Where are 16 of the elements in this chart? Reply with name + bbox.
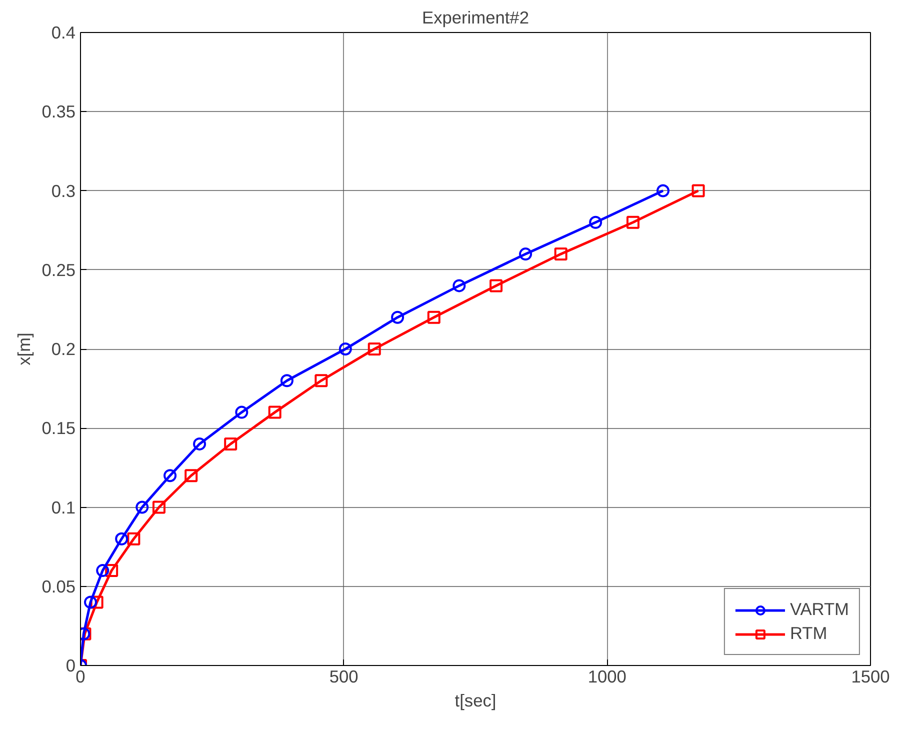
y-tick-label: 0.1: [51, 497, 76, 518]
x-axis-title: t[sec]: [454, 690, 496, 710]
y-tick-label: 0.05: [42, 576, 76, 596]
x-tick-label: 1500: [851, 666, 890, 686]
x-tick-label: 1000: [588, 666, 626, 686]
legend-label: RTM: [790, 623, 828, 644]
y-tick-label: 0.15: [42, 418, 76, 438]
chart-title: Experiment#2: [422, 8, 529, 28]
y-tick-label: 0.35: [42, 102, 76, 122]
y-axis-title: x[m]: [14, 332, 34, 366]
y-tick-label: 0.4: [51, 22, 76, 42]
x-tick-label: 500: [329, 666, 358, 686]
y-tick-label: 0.3: [51, 180, 76, 201]
legend-label: VARTM: [790, 599, 849, 620]
y-tick-label: 0.2: [51, 339, 76, 359]
y-tick-label: 0.25: [42, 260, 76, 280]
